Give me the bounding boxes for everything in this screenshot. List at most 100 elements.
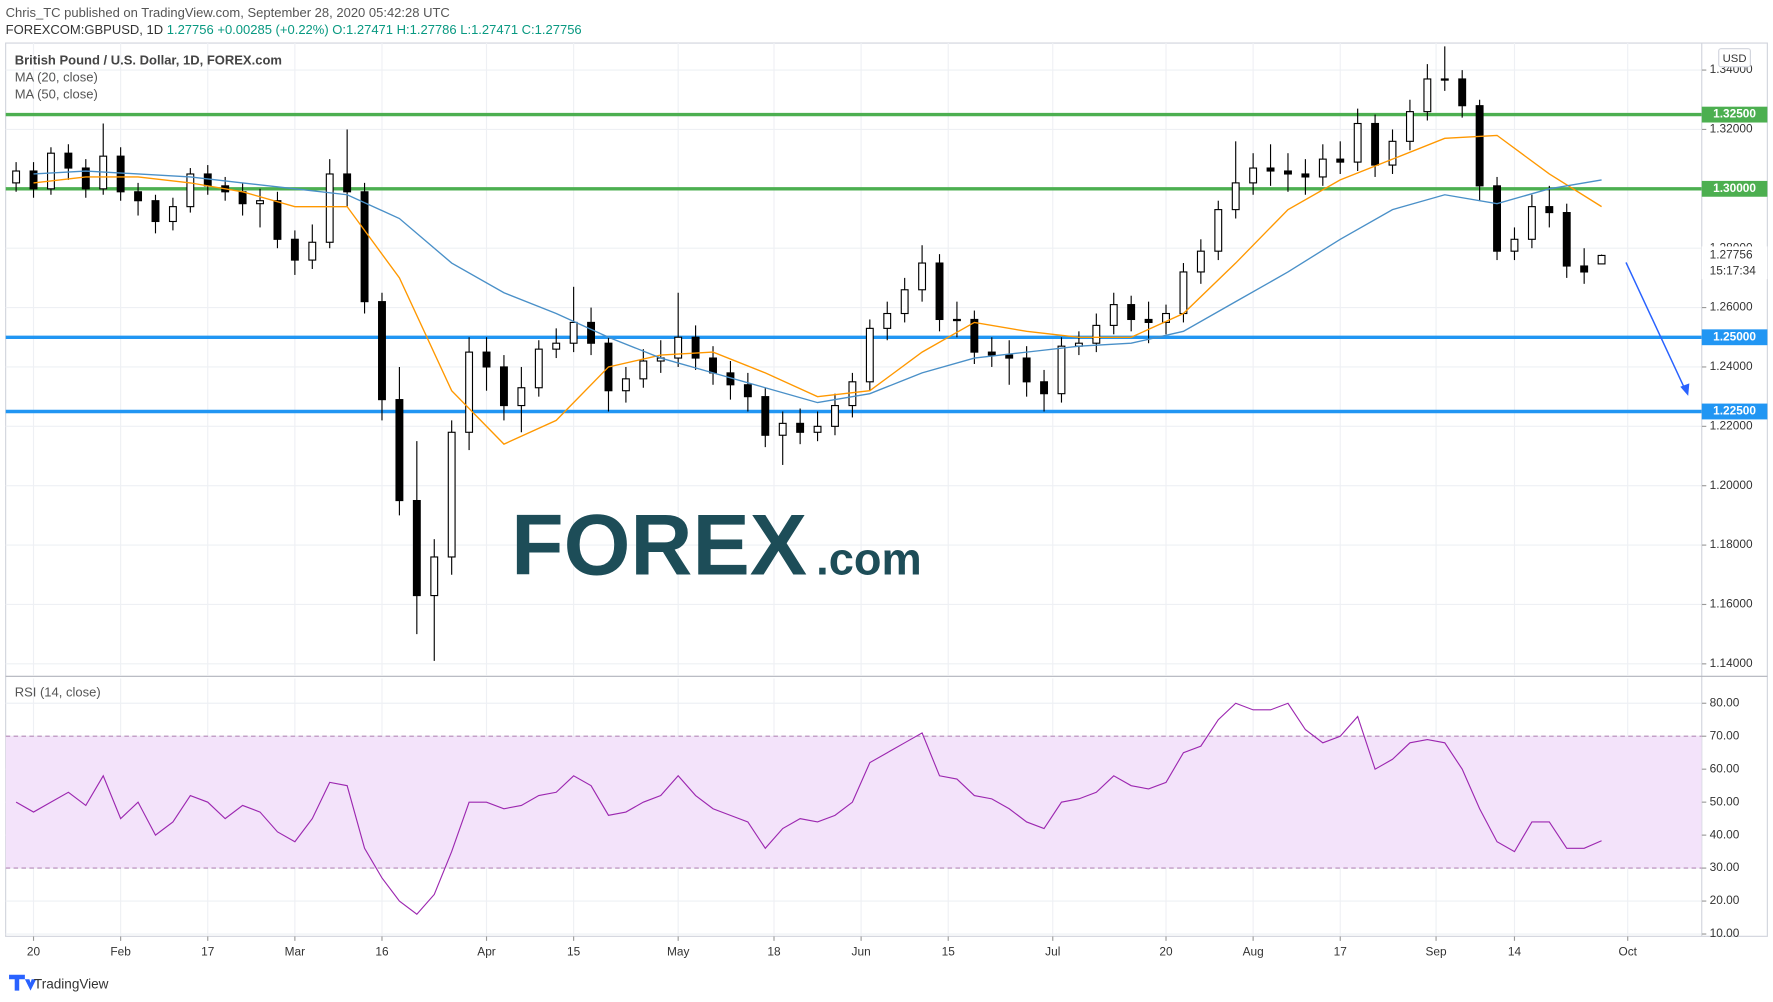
candle-body xyxy=(430,556,439,597)
watermark-suffix: .com xyxy=(816,533,922,584)
x-tick-label: Sep xyxy=(1426,944,1448,958)
moving-average xyxy=(33,134,1602,445)
candle-body xyxy=(900,289,909,315)
candle-body xyxy=(203,173,212,187)
y-tick-label: 1.22000 xyxy=(1710,418,1753,432)
candle-body xyxy=(587,321,596,344)
candle-body xyxy=(709,357,717,374)
candle-body xyxy=(1371,122,1380,166)
candle-body xyxy=(1440,78,1449,81)
candle-body xyxy=(639,360,648,380)
y-tick-label: 1.16000 xyxy=(1710,597,1753,611)
candle-body xyxy=(1109,304,1118,326)
candle-body xyxy=(621,378,630,392)
candle-body xyxy=(1005,354,1014,359)
candle-body xyxy=(1214,209,1223,252)
candle-body xyxy=(865,327,874,383)
legend-entry: MA (50, close) xyxy=(15,86,98,101)
candle-body xyxy=(81,167,90,190)
y-tick-label: 1.20000 xyxy=(1710,478,1753,492)
x-tick-label: 18 xyxy=(767,944,781,958)
y-tick-label: 1.24000 xyxy=(1710,359,1753,373)
candle-body xyxy=(273,200,282,240)
candle-body xyxy=(778,422,787,436)
currency-box xyxy=(1718,48,1751,68)
candle-body xyxy=(412,499,421,597)
footer-logo xyxy=(9,974,37,991)
candle-body xyxy=(1388,140,1397,166)
candle-body xyxy=(674,336,683,359)
candle-body xyxy=(1284,170,1292,175)
x-tick-label: Jun xyxy=(852,944,871,958)
last-price-box xyxy=(1701,246,1768,280)
candle-body xyxy=(1597,254,1606,265)
candle-body xyxy=(378,301,386,401)
candle-body xyxy=(1545,206,1554,214)
candle-body xyxy=(1266,167,1275,172)
rsi-band xyxy=(5,736,1702,869)
pane-title: RSI (14, close) xyxy=(15,685,101,700)
candle-body xyxy=(29,170,38,190)
candle-body xyxy=(325,173,334,243)
watermark: FOREX .com xyxy=(511,497,922,593)
candle-body xyxy=(1510,238,1519,252)
candle-body xyxy=(987,351,996,356)
x-tick-label: 17 xyxy=(201,944,214,958)
candle-body xyxy=(831,404,839,427)
y-tick-label: 10.00 xyxy=(1710,926,1740,940)
candle-body xyxy=(151,200,160,223)
candle-body xyxy=(1179,271,1188,315)
candle-body xyxy=(256,200,264,205)
forecast-arrow xyxy=(1625,262,1687,392)
candle-body xyxy=(1040,381,1049,395)
y-tick-label: 60.00 xyxy=(1710,761,1740,775)
candle-body xyxy=(935,262,944,321)
x-tick-label: Feb xyxy=(110,944,131,958)
y-tick-label: 1.14000 xyxy=(1710,656,1753,670)
x-tick-label: Aug xyxy=(1243,944,1264,958)
ohlc: O:1.27471 H:1.27786 L:1.27471 C:1.27756 xyxy=(332,22,581,37)
candle-body xyxy=(116,155,125,193)
watermark-text: FOREX xyxy=(511,497,807,593)
y-tick-label: 1.26000 xyxy=(1710,300,1753,314)
candle-body xyxy=(395,399,404,502)
x-tick-label: 15 xyxy=(567,944,581,958)
y-tick-label: 1.32000 xyxy=(1710,122,1753,136)
x-tick-label: Jul xyxy=(1045,944,1060,958)
candle-body xyxy=(360,191,369,303)
candle-body xyxy=(1127,304,1136,321)
moving-average xyxy=(33,170,1602,404)
y-tick-label: 70.00 xyxy=(1710,728,1740,742)
candle-body xyxy=(465,351,474,433)
last-price: 1.27756 xyxy=(1710,248,1753,262)
candle-body xyxy=(1336,158,1345,163)
y-tick-label: 40.00 xyxy=(1710,827,1740,841)
x-tick-label: 20 xyxy=(27,944,41,958)
x-tick-label: Mar xyxy=(285,944,305,958)
candle-body xyxy=(1493,185,1502,252)
candle-body xyxy=(1231,182,1240,211)
x-tick-label: 14 xyxy=(1508,944,1522,958)
forecast-arrowhead xyxy=(1680,383,1690,396)
rsi-line xyxy=(15,702,1602,916)
candle-body xyxy=(552,342,561,350)
candle-body xyxy=(848,381,857,407)
candle-body xyxy=(308,241,317,261)
plot xyxy=(5,46,1702,916)
candle-body xyxy=(1458,78,1467,107)
frame xyxy=(5,42,1768,937)
level-label-box xyxy=(1701,329,1768,346)
candle-body xyxy=(1249,167,1258,184)
candle-body xyxy=(883,312,892,329)
currency: USD xyxy=(1723,53,1747,65)
change: +0.00285 (+0.22%) xyxy=(217,22,328,37)
candle-body xyxy=(796,422,805,433)
candle-body xyxy=(186,173,195,208)
candle-body xyxy=(168,206,177,223)
candle-body xyxy=(290,238,299,261)
candle-body xyxy=(12,170,21,184)
countdown: 15:17:34 xyxy=(1710,263,1757,277)
candle-body xyxy=(1022,357,1031,383)
symbol-line: FOREXCOM:GBPUSD, 1D 1.27756 +0.00285 (+0… xyxy=(6,22,582,37)
